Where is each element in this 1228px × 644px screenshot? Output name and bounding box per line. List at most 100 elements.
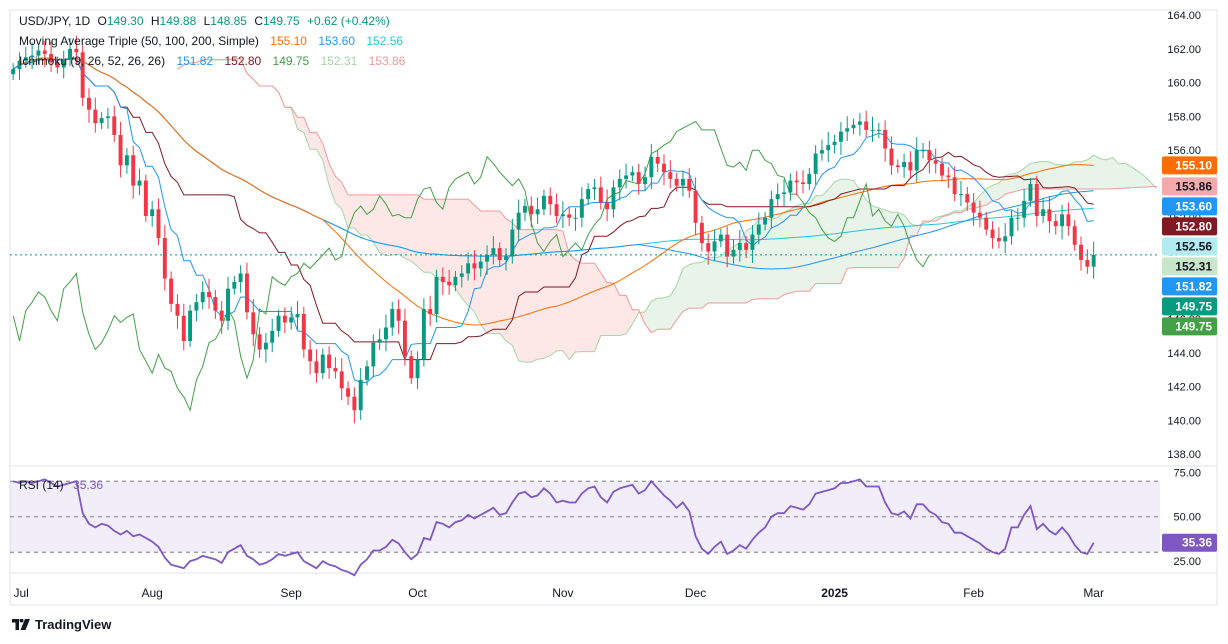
cloud-segment bbox=[1024, 163, 1031, 190]
candlestick-series[interactable] bbox=[11, 35, 1096, 424]
candle-body bbox=[1091, 254, 1096, 267]
time-axis-label: Feb bbox=[963, 586, 984, 600]
cloud-segment bbox=[354, 194, 361, 236]
candle-body bbox=[232, 281, 237, 289]
cloud-segment bbox=[771, 217, 778, 299]
candle-body bbox=[560, 214, 565, 217]
time-axis-label: Oct bbox=[408, 586, 427, 600]
ichimoku-title: Ichimoku (9, 26, 52, 26, 26) bbox=[19, 54, 166, 68]
candle-body bbox=[680, 178, 685, 186]
candle-body bbox=[731, 249, 736, 257]
cloud-segment bbox=[1093, 155, 1100, 190]
symbol-title[interactable]: USD/JPY, 1D bbox=[19, 14, 91, 28]
candle-body bbox=[447, 281, 452, 286]
candle-body bbox=[36, 50, 41, 56]
candle-body bbox=[80, 52, 85, 98]
cloud-segment bbox=[657, 297, 664, 330]
cloud-segment bbox=[569, 254, 576, 360]
cloud-segment bbox=[297, 117, 304, 133]
candle-body bbox=[927, 150, 932, 161]
candle-body bbox=[320, 354, 325, 374]
candle-body bbox=[541, 195, 546, 210]
candle-body bbox=[453, 276, 458, 286]
candle-body bbox=[984, 217, 989, 230]
cloud-segment bbox=[815, 195, 822, 284]
candle-body bbox=[870, 129, 875, 131]
candle-body bbox=[112, 116, 117, 135]
cloud-segment bbox=[1055, 164, 1063, 190]
price-axis-label: 142.00 bbox=[1167, 382, 1201, 394]
candle-body bbox=[959, 194, 963, 196]
cloud-segment bbox=[777, 212, 785, 299]
candle-body bbox=[516, 212, 521, 230]
candle-body bbox=[586, 189, 591, 200]
candle-body bbox=[402, 320, 407, 357]
cloud-segment bbox=[809, 195, 816, 292]
candle-body bbox=[971, 202, 976, 213]
candle-body bbox=[472, 263, 477, 269]
candle-body bbox=[282, 315, 287, 323]
candle-body bbox=[1085, 259, 1090, 267]
cloud-segment bbox=[986, 185, 993, 206]
time-axis-label: Sep bbox=[281, 586, 303, 600]
tenkan-sen-line bbox=[12, 57, 1094, 383]
candle-body bbox=[699, 222, 704, 244]
cloud-segment bbox=[360, 194, 368, 236]
candle-body bbox=[459, 273, 464, 277]
candle-body bbox=[289, 317, 294, 323]
cloud-segment bbox=[663, 295, 671, 330]
rsi-pane[interactable] bbox=[10, 478, 1160, 577]
candle-body bbox=[1009, 217, 1014, 237]
rsi-value: 35.36 bbox=[73, 478, 104, 492]
candle-body bbox=[485, 254, 490, 262]
price-tags: 155.10 153.86 153.60 152.80 152.56 152.31 151.… bbox=[1162, 156, 1217, 552]
cloud-segment bbox=[714, 256, 721, 304]
candle-body bbox=[371, 342, 376, 367]
cloud-segment bbox=[385, 194, 393, 256]
cloud-segment bbox=[1106, 157, 1113, 190]
candle-body bbox=[535, 209, 540, 215]
chikou-value: 149.75 bbox=[272, 54, 310, 68]
candle-body bbox=[49, 53, 54, 63]
candle-body bbox=[996, 238, 1001, 242]
span-a-tag bbox=[1162, 257, 1217, 276]
candle-body bbox=[314, 361, 319, 374]
cloud-segment bbox=[840, 179, 848, 284]
candle-body bbox=[807, 173, 812, 184]
candle-body bbox=[908, 162, 913, 171]
price-axis-label: 156.00 bbox=[1167, 145, 1201, 157]
chikou-span-line bbox=[12, 120, 930, 412]
candle-body bbox=[377, 339, 382, 343]
candle-body bbox=[263, 342, 268, 350]
candle-body bbox=[554, 204, 559, 217]
kijun-tag bbox=[1162, 217, 1217, 236]
candle-body bbox=[207, 292, 211, 298]
ma-legend[interactable]: Moving Average Triple (50, 100, 200, Sim… bbox=[19, 33, 407, 49]
cloud-segment bbox=[1036, 161, 1044, 190]
cloud-segment bbox=[708, 257, 715, 304]
candle-body bbox=[573, 217, 578, 219]
candle-body bbox=[529, 205, 534, 215]
candle-body bbox=[219, 310, 224, 321]
cloud-segment bbox=[1144, 175, 1151, 188]
candle-body bbox=[1066, 214, 1071, 227]
change-value: +0.62 (+0.42%) bbox=[307, 14, 390, 28]
span-b-value: 153.86 bbox=[368, 54, 406, 68]
price-axis-label: 144.00 bbox=[1167, 348, 1201, 360]
candle-body bbox=[226, 288, 230, 321]
cloud-segment bbox=[1030, 162, 1037, 190]
cloud-segment bbox=[796, 203, 803, 292]
candle-body bbox=[630, 172, 635, 176]
rsi-legend[interactable]: RSI (14) 35.36 bbox=[19, 477, 107, 493]
kijun-sen-line bbox=[12, 58, 1094, 361]
cloud-segment bbox=[417, 194, 424, 273]
candle-body bbox=[346, 388, 351, 397]
ma-title: Moving Average Triple (50, 100, 200, Sim… bbox=[19, 34, 259, 48]
ichimoku-legend[interactable]: Ichimoku (9, 26, 52, 26, 26) 151.82 152.… bbox=[19, 53, 409, 69]
candle-body bbox=[990, 229, 995, 238]
candle-body bbox=[857, 121, 862, 125]
tradingview-logo[interactable]: TradingView bbox=[12, 617, 111, 632]
candle-body bbox=[769, 199, 774, 218]
candle-body bbox=[889, 148, 894, 166]
